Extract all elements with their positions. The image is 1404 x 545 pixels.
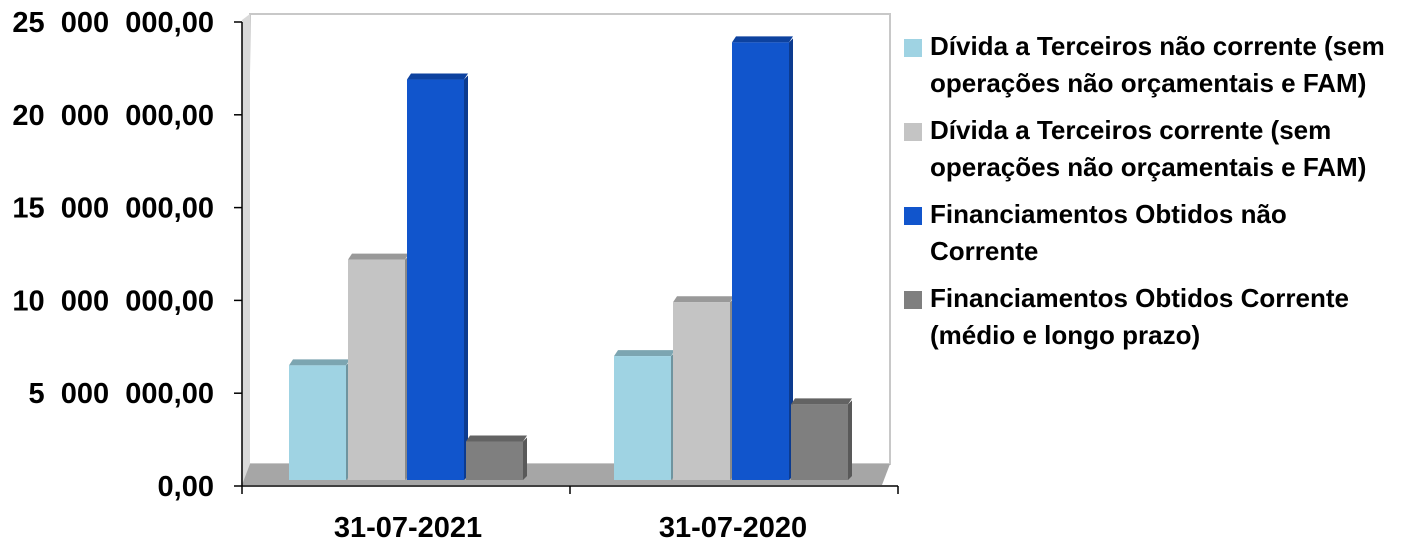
y-tick-label: 15 000 000,00 <box>12 193 214 225</box>
bar <box>791 404 848 480</box>
bar-side <box>848 400 852 480</box>
bar <box>732 42 789 480</box>
legend-item-divida-corrente: Dívida a Terceiros corrente (sem operaçõ… <box>900 112 1400 186</box>
bar-top <box>791 398 852 405</box>
y-tick-label: 10 000 000,00 <box>12 285 214 317</box>
legend-label: Financiamentos Obtidos não Corrente <box>930 199 1287 266</box>
bar-side <box>464 75 468 480</box>
legend-swatch <box>904 123 922 141</box>
bar-top <box>348 253 409 260</box>
bar-top <box>732 36 793 43</box>
legend-swatch <box>904 291 922 309</box>
bar <box>614 356 671 480</box>
y-tick-label: 5 000 000,00 <box>29 378 214 410</box>
bar-top <box>289 359 350 366</box>
x-category-label: 31-07-2021 <box>334 512 482 544</box>
bar-side <box>789 38 793 480</box>
bar <box>407 79 464 480</box>
y-tick-label: 25 000 000,00 <box>12 7 214 39</box>
legend-item-financiamentos-corrente: Financiamentos Obtidos Corrente (médio e… <box>900 280 1400 354</box>
legend-label: Financiamentos Obtidos Corrente (médio e… <box>930 283 1349 350</box>
bar <box>466 441 523 480</box>
y-tick-label: 0,00 <box>158 471 214 503</box>
legend-item-divida-nao-corrente: Dívida a Terceiros não corrente (sem ope… <box>900 28 1400 102</box>
bar <box>673 302 730 480</box>
bar-side <box>523 437 527 480</box>
legend-swatch <box>904 207 922 225</box>
bar <box>289 365 346 480</box>
legend-label: Dívida a Terceiros não corrente (sem ope… <box>930 31 1385 98</box>
bar <box>348 259 405 480</box>
x-category-label: 31-07-2020 <box>659 512 807 544</box>
bar-top <box>407 73 468 80</box>
legend-item-financiamentos-nao-corrente: Financiamentos Obtidos não Corrente <box>900 196 1400 270</box>
bar-top <box>466 435 527 442</box>
plot-side-wall <box>242 14 250 485</box>
bar-top <box>673 296 734 303</box>
chart-legend: Dívida a Terceiros não corrente (sem ope… <box>900 28 1400 364</box>
y-tick-label: 20 000 000,00 <box>12 100 214 132</box>
bar-chart: 0,00 5 000 000,00 10 000 000,00 15 000 000,… <box>12 7 899 544</box>
bar-top <box>614 350 675 357</box>
legend-label: Dívida a Terceiros corrente (sem operaçõ… <box>930 115 1367 182</box>
legend-swatch <box>904 39 922 57</box>
